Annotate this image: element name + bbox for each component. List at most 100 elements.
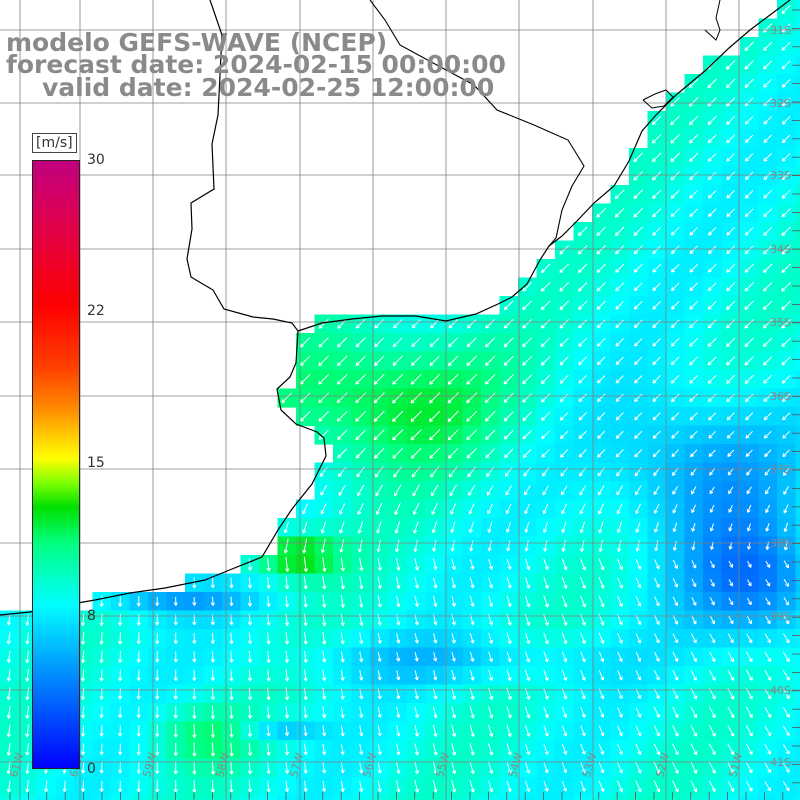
wind-arrow: [543, 725, 549, 737]
wind-arrow: [318, 392, 330, 404]
wind-arrow: [781, 319, 791, 329]
wind-arrow: [210, 577, 215, 589]
wind-arrow: [451, 633, 456, 644]
wind-arrow: [654, 596, 660, 607]
wind-arrow: [763, 60, 773, 70]
wind-arrow: [377, 576, 382, 590]
wind-arrow: [598, 725, 605, 737]
wind-arrow: [745, 762, 753, 774]
wind-arrow: [653, 503, 660, 514]
wind-arrow: [340, 632, 345, 645]
wind-arrow: [375, 502, 383, 515]
wind-arrow: [522, 355, 533, 366]
title-model: modelo GEFS-WAVE (NCEP): [6, 28, 388, 57]
wind-arrow: [302, 503, 309, 515]
wind-arrow: [247, 705, 253, 719]
wind-arrow: [690, 633, 697, 644]
wind-arrow: [781, 78, 791, 88]
wind-arrow: [617, 633, 623, 644]
wind-arrow: [559, 393, 569, 403]
wind-arrow: [670, 189, 680, 199]
wind-arrow: [781, 374, 791, 384]
wind-cell: [795, 259, 800, 279]
wind-arrow: [763, 263, 773, 273]
latitude-label: 34S: [770, 243, 791, 256]
wind-arrow: [429, 392, 441, 404]
wind-cell: [592, 795, 612, 800]
wind-arrow: [430, 319, 440, 329]
wind-cell: [296, 795, 316, 800]
wind-cell: [166, 795, 186, 800]
wind-arrow: [634, 449, 643, 458]
wind-arrow: [25, 650, 30, 664]
wind-cell: [203, 795, 223, 800]
wind-arrow: [726, 356, 736, 366]
wind-arrow: [709, 651, 716, 663]
wind-arrow: [561, 743, 568, 755]
wind-arrow: [709, 597, 715, 606]
wind-cell: [647, 795, 667, 800]
wind-arrow: [374, 355, 385, 366]
wind-arrow: [633, 170, 644, 181]
wind-arrow: [670, 393, 680, 403]
wind-arrow: [80, 631, 86, 645]
wind-arrow: [708, 430, 717, 439]
wind-arrow: [524, 706, 531, 719]
wind-arrow: [80, 762, 86, 774]
wind-cell: [795, 647, 800, 667]
wind-arrow: [485, 318, 496, 329]
wind-arrow: [654, 614, 660, 625]
wind-arrow: [709, 633, 716, 644]
wind-arrow: [524, 669, 531, 682]
wind-arrow: [765, 504, 771, 514]
wind-arrow: [247, 724, 253, 738]
wind-arrow: [654, 559, 660, 570]
wind-arrow: [414, 780, 420, 793]
wind-arrow: [689, 264, 698, 273]
wind-arrow: [578, 393, 587, 403]
wind-arrow: [302, 521, 308, 534]
wind-arrow: [580, 744, 586, 755]
wind-arrow: [485, 355, 496, 366]
wind-arrow: [783, 522, 789, 533]
wind-arrow: [466, 448, 477, 459]
wind-arrow: [505, 485, 513, 496]
wind-arrow: [247, 761, 253, 775]
wind-arrow: [303, 595, 308, 608]
wind-arrow: [322, 556, 327, 572]
wind-arrow: [782, 449, 790, 458]
wind-arrow: [285, 556, 290, 572]
wind-arrow: [781, 189, 791, 199]
wind-arrow: [355, 392, 367, 404]
wind-arrow: [744, 282, 754, 292]
wind-arrow: [374, 466, 384, 478]
wind-arrow: [392, 355, 403, 366]
wind-arrow: [764, 449, 772, 458]
wind-arrow: [654, 540, 659, 552]
wind-arrow: [377, 558, 382, 571]
wind-arrow: [393, 484, 402, 497]
wind-cell: [795, 444, 800, 464]
wind-arrow: [652, 301, 661, 310]
wind-cell: [795, 462, 800, 482]
wind-arrow: [690, 651, 697, 663]
wind-arrow: [635, 614, 642, 626]
wind-arrow: [359, 762, 364, 774]
wind-arrow: [25, 743, 30, 756]
wind-arrow: [597, 393, 606, 402]
wind-arrow: [62, 780, 67, 792]
wind-arrow: [764, 615, 771, 625]
wind-arrow: [670, 301, 680, 310]
wind-arrow: [559, 430, 569, 440]
wind-arrow: [707, 282, 717, 292]
wind-arrow: [654, 522, 659, 533]
wind-arrow: [396, 595, 401, 608]
wind-arrow: [247, 632, 253, 645]
wind-arrow: [580, 558, 586, 571]
wind-arrow: [744, 171, 754, 181]
wind-cell: [795, 388, 800, 408]
wind-arrow: [783, 560, 789, 569]
wind-cell: [518, 795, 538, 800]
wind-arrow: [670, 264, 680, 273]
wind-arrow: [355, 429, 366, 441]
